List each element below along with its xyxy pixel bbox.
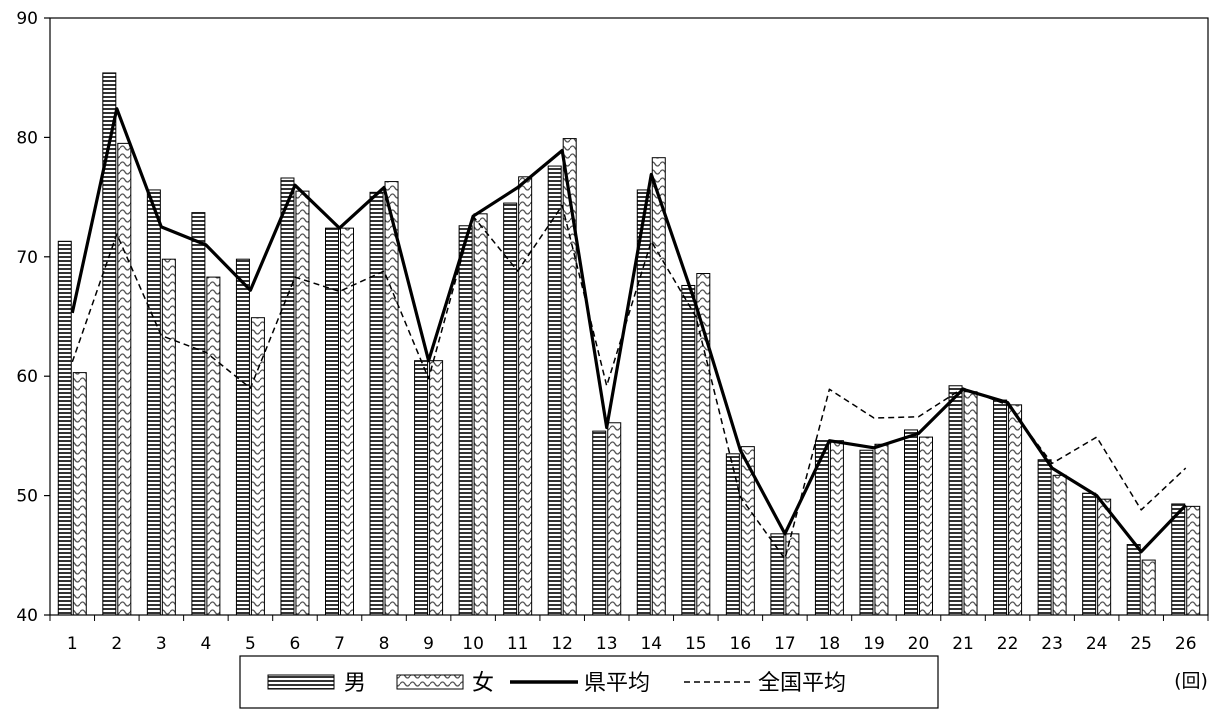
bar-male-7 bbox=[325, 227, 339, 616]
x-tick-label-24: 24 bbox=[1086, 634, 1108, 654]
bar-male-17 bbox=[770, 533, 785, 616]
legend-box bbox=[239, 655, 939, 709]
legend: 男 女 県平均 全国平均 bbox=[239, 655, 939, 709]
legend-label-3: 全国平均 bbox=[758, 671, 846, 696]
y-tick-label-90: 90 bbox=[16, 9, 38, 29]
x-tick-label-6: 6 bbox=[290, 634, 301, 654]
bar-male-12 bbox=[547, 165, 562, 616]
x-tick-label-13: 13 bbox=[596, 634, 618, 654]
x-tick-label-10: 10 bbox=[462, 634, 484, 654]
x-tick-label-20: 20 bbox=[908, 634, 930, 654]
x-tick-label-18: 18 bbox=[819, 634, 841, 654]
bar-male-23 bbox=[1037, 459, 1052, 616]
bar-male-15 bbox=[681, 284, 696, 616]
bar-female-10 bbox=[473, 213, 488, 616]
legend-label-0: 男 bbox=[344, 671, 366, 696]
bar-male-14 bbox=[636, 189, 651, 616]
bar-male-26 bbox=[1171, 503, 1186, 616]
legend-label-1: 女 bbox=[472, 671, 494, 696]
bar-male-20 bbox=[904, 429, 918, 616]
x-tick-label-12: 12 bbox=[551, 634, 573, 654]
bar-female-8 bbox=[384, 181, 399, 616]
x-tick-label-14: 14 bbox=[640, 634, 662, 654]
bar-male-19 bbox=[859, 449, 874, 616]
x-tick-label-15: 15 bbox=[685, 634, 707, 654]
x-tick-label-8: 8 bbox=[379, 634, 390, 654]
x-tick-label-17: 17 bbox=[774, 634, 796, 654]
x-tick-label-11: 11 bbox=[507, 634, 529, 654]
bar-male-10 bbox=[458, 225, 473, 616]
x-tick-label-7: 7 bbox=[334, 634, 345, 654]
bar-male-8 bbox=[369, 191, 384, 616]
bar-male-5 bbox=[235, 258, 250, 616]
bar-male-13 bbox=[592, 430, 607, 616]
plot-frame bbox=[49, 17, 1209, 616]
bar-female-13 bbox=[607, 422, 622, 616]
bar-female-20 bbox=[919, 436, 933, 616]
x-tick-label-5: 5 bbox=[245, 634, 256, 654]
bar-female-21 bbox=[963, 391, 978, 616]
x-tick-label-21: 21 bbox=[952, 634, 974, 654]
y-tick-label-80: 80 bbox=[16, 128, 38, 148]
bar-female-23 bbox=[1052, 474, 1067, 616]
bar-male-9 bbox=[414, 360, 429, 616]
bar-male-4 bbox=[191, 212, 206, 616]
bar-female-14 bbox=[651, 157, 666, 616]
x-tick-label-4: 4 bbox=[200, 634, 211, 654]
bars-layer bbox=[57, 72, 1201, 616]
y-tick-label-40: 40 bbox=[16, 606, 38, 626]
bar-male-24 bbox=[1082, 492, 1097, 616]
prefecture-average-line bbox=[70, 107, 1187, 554]
bar-female-26 bbox=[1186, 505, 1201, 616]
y-tick-label-50: 50 bbox=[16, 487, 38, 507]
bar-female-25 bbox=[1141, 559, 1156, 616]
y-tick-label-70: 70 bbox=[16, 248, 38, 268]
lines-layer bbox=[70, 107, 1187, 560]
bar-female-24 bbox=[1097, 498, 1112, 616]
bar-female-1 bbox=[72, 372, 87, 616]
x-tick-label-26: 26 bbox=[1175, 634, 1197, 654]
x-unit-label: (回) bbox=[1174, 670, 1208, 692]
x-tick-label-19: 19 bbox=[863, 634, 885, 654]
x-tick-label-25: 25 bbox=[1130, 634, 1152, 654]
national-average-line bbox=[71, 204, 1187, 560]
bar-female-19 bbox=[874, 443, 889, 616]
bar-female-3 bbox=[161, 258, 176, 616]
bar-male-3 bbox=[146, 189, 161, 616]
bar-male-1 bbox=[57, 240, 72, 616]
bar-female-2 bbox=[117, 142, 132, 616]
bar-female-5 bbox=[250, 317, 265, 616]
bar-male-25 bbox=[1126, 544, 1141, 616]
bar-male-22 bbox=[993, 399, 1008, 616]
x-tick-label-16: 16 bbox=[730, 634, 752, 654]
bar-female-18 bbox=[829, 440, 844, 616]
legend-label-2: 県平均 bbox=[584, 671, 650, 696]
legend-swatch-0 bbox=[267, 674, 335, 690]
y-tick-label-60: 60 bbox=[16, 367, 38, 387]
bar-male-6 bbox=[280, 177, 295, 616]
bar-female-22 bbox=[1008, 404, 1023, 616]
bar-male-2 bbox=[102, 72, 117, 616]
bar-male-11 bbox=[503, 202, 518, 616]
legend-swatch-1 bbox=[396, 674, 464, 690]
x-tick-label-2: 2 bbox=[111, 634, 122, 654]
bar-male-21 bbox=[948, 385, 963, 616]
bar-female-4 bbox=[206, 276, 221, 616]
bar-female-12 bbox=[562, 138, 577, 616]
x-tick-label-23: 23 bbox=[1041, 634, 1063, 654]
x-tick-label-22: 22 bbox=[997, 634, 1019, 654]
x-tick-label-1: 1 bbox=[67, 634, 78, 654]
bar-female-6 bbox=[295, 190, 310, 616]
x-tick-label-9: 9 bbox=[423, 634, 434, 654]
bar-male-16 bbox=[725, 453, 740, 616]
x-tick-label-3: 3 bbox=[156, 634, 167, 654]
bar-female-11 bbox=[518, 176, 533, 616]
bar-female-9 bbox=[429, 360, 444, 616]
